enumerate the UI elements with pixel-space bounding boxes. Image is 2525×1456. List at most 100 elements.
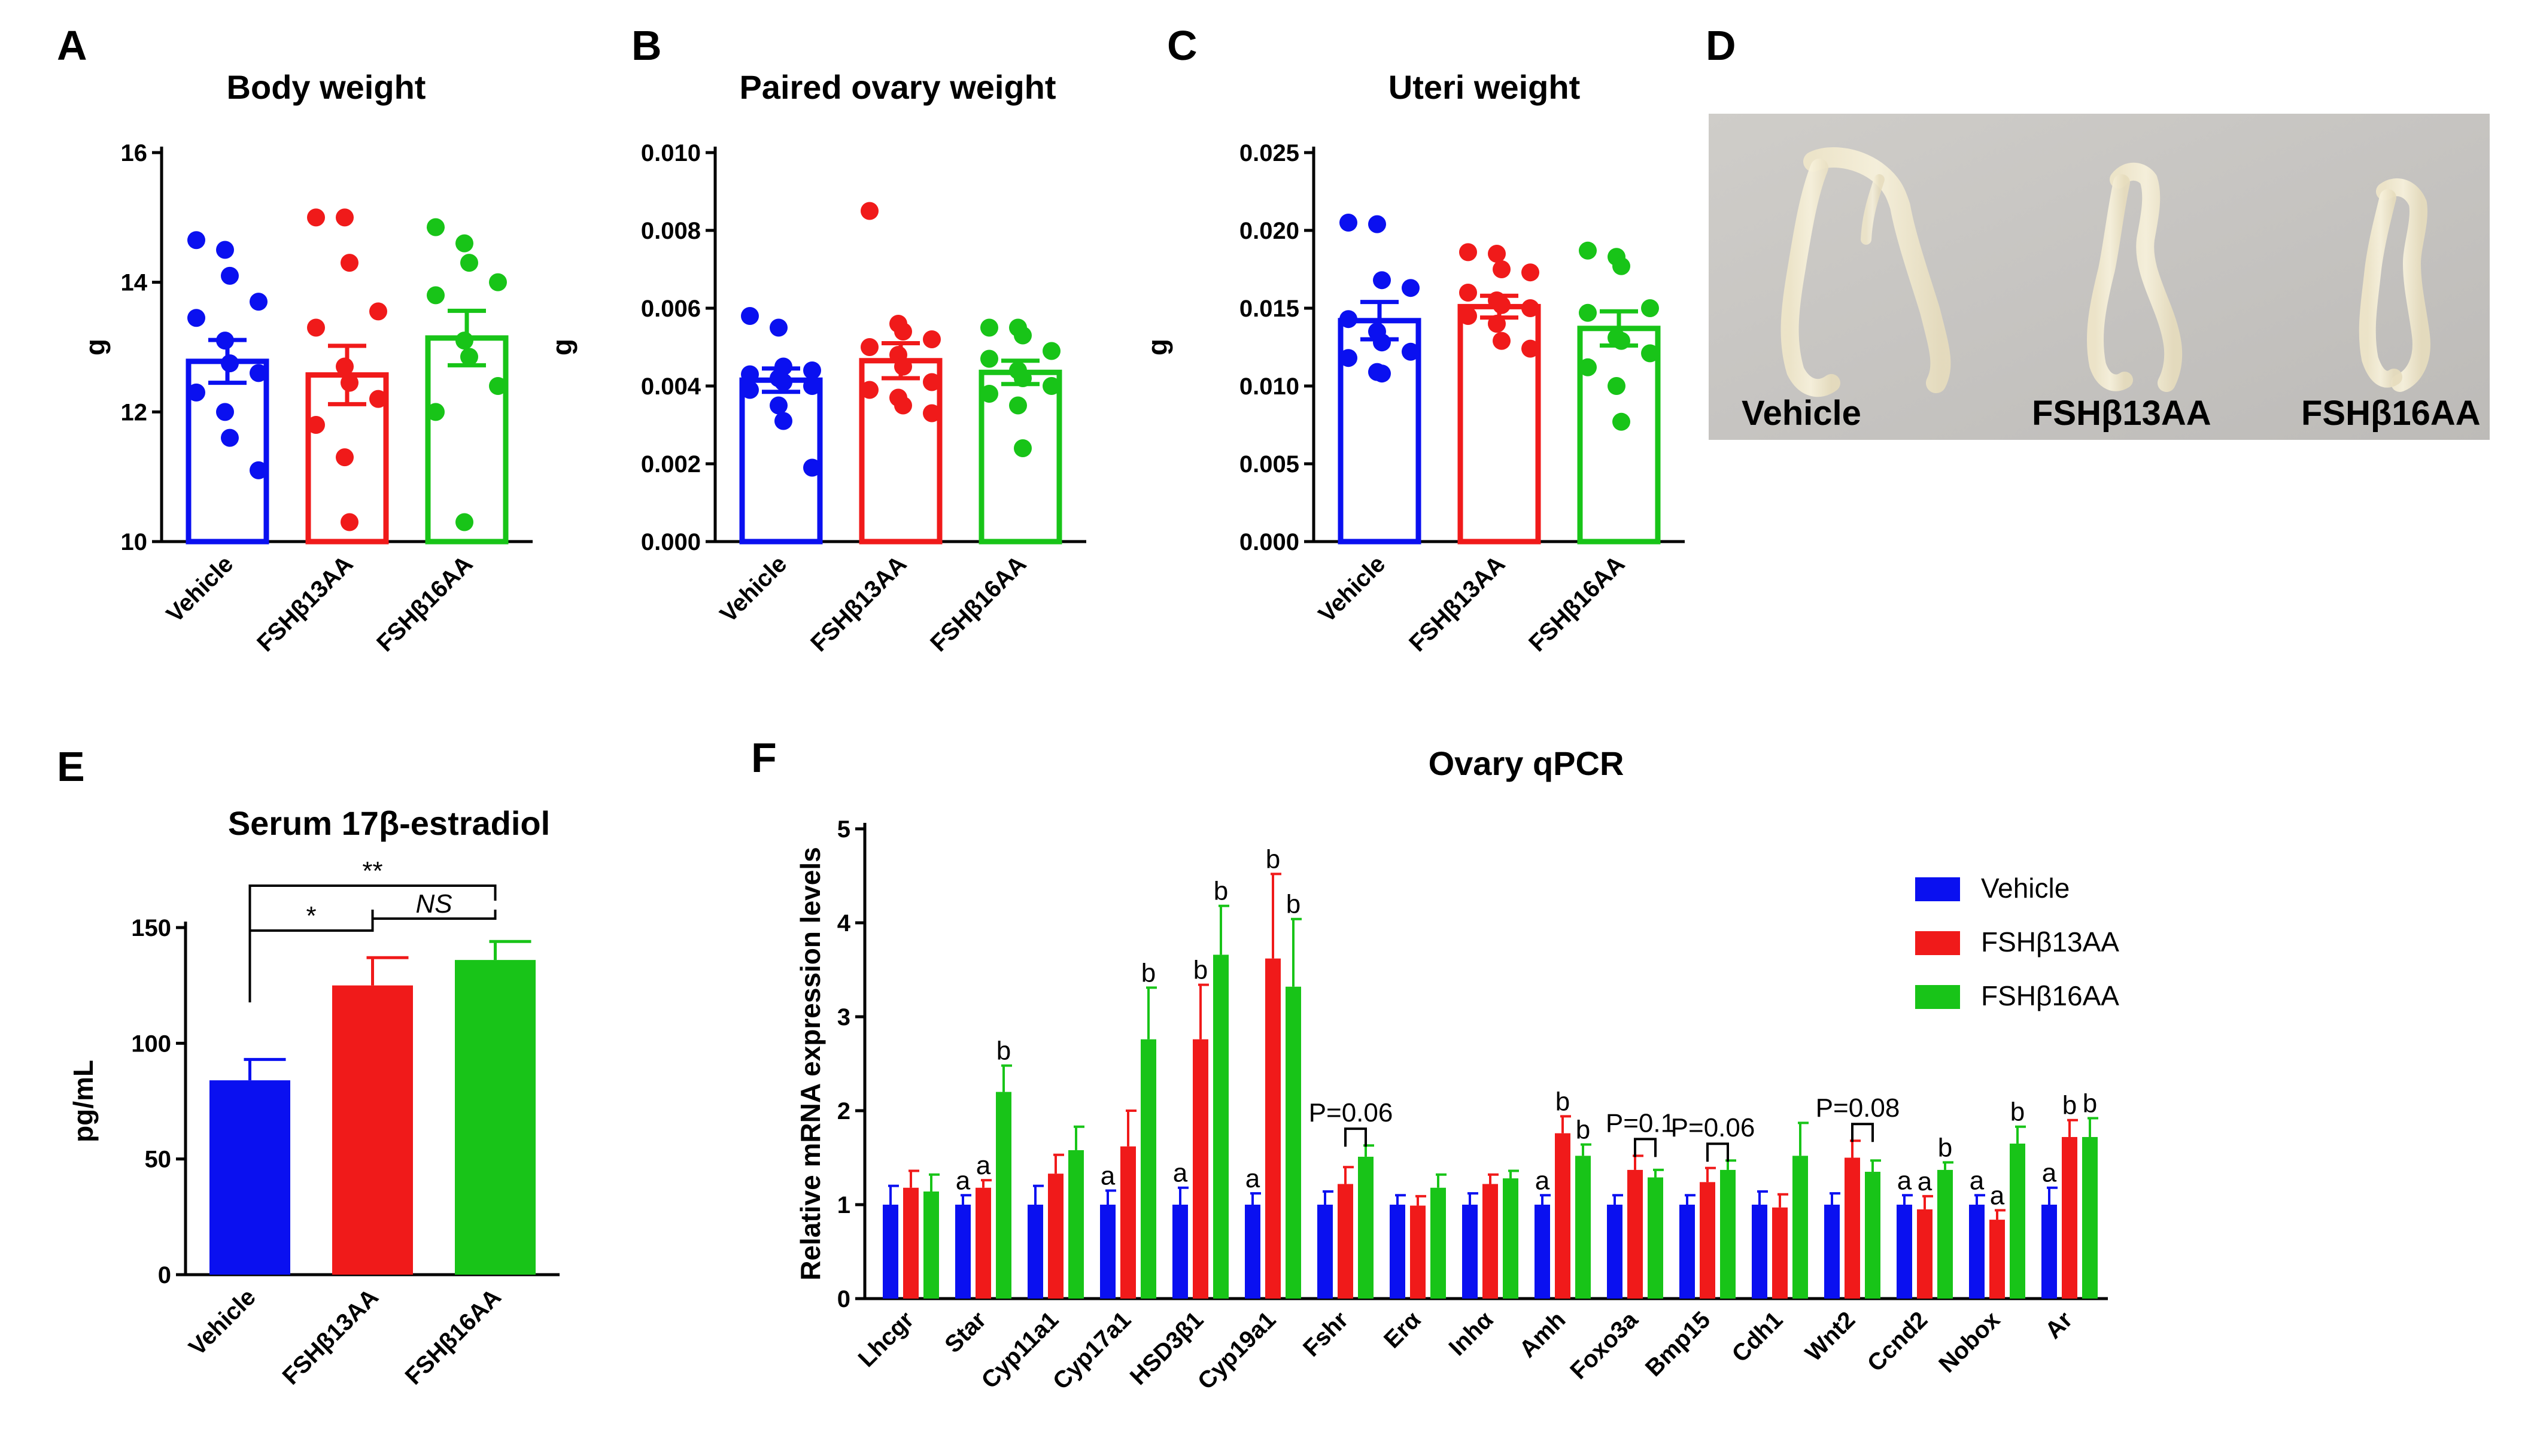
pvalue-bracket: [1634, 1138, 1657, 1157]
data-point-fsh-16aa: [1043, 377, 1061, 395]
y-tick-label: 0: [158, 1262, 171, 1288]
x-tick-label-foxo3a: Foxo3a: [1565, 1306, 1643, 1385]
data-point-fsh-16aa: [489, 273, 507, 291]
x-tick-label-cdh1: Cdh1: [1727, 1306, 1788, 1367]
data-point-fsh-16aa: [1014, 326, 1032, 345]
x-tick-label-cyp17a1: Cyp17a1: [1048, 1306, 1136, 1394]
bar-fsh-13aa-amh: [1555, 1133, 1570, 1299]
data-point-fsh-13aa: [336, 208, 354, 227]
data-point-fsh-13aa: [894, 396, 912, 415]
pvalue-label: P=0.06: [1671, 1113, 1755, 1142]
bar-fsh-13aa-hsd3-1: [1193, 1039, 1208, 1299]
bar-fsh-13aa-bmp15: [1700, 1182, 1715, 1299]
pvalue-label: P=0.08: [1816, 1093, 1900, 1123]
significance-letter: a: [1245, 1164, 1260, 1193]
y-tick-label: 16: [121, 140, 148, 166]
data-point-vehicle: [1368, 215, 1386, 233]
y-tick-label: 0.005: [1239, 451, 1299, 478]
data-point-vehicle: [216, 241, 234, 259]
y-tick-label: 0.020: [1239, 218, 1299, 244]
data-point-vehicle: [741, 381, 759, 399]
data-point-fsh-13aa: [923, 330, 941, 348]
y-tick-label: 0.006: [641, 296, 701, 322]
x-tick-label-wnt2: Wnt2: [1800, 1306, 1860, 1366]
data-point-vehicle: [1373, 364, 1391, 383]
bar-fsh-16aa-cyp19a1: [1286, 986, 1301, 1299]
data-point-vehicle: [803, 361, 821, 379]
bar-vehicle: [209, 1080, 290, 1275]
pvalue-label: P=0.1: [1606, 1108, 1675, 1138]
data-point-fsh-16aa: [1612, 257, 1630, 275]
data-point-vehicle: [741, 365, 759, 384]
significance-letter: b: [1266, 844, 1280, 874]
significance-letter: a: [1990, 1181, 2005, 1210]
data-point-fsh-16aa: [1043, 342, 1061, 360]
bar-fsh-16aa-hsd3-1: [1213, 955, 1229, 1299]
y-tick-label: 0.008: [641, 218, 701, 244]
bar-vehicle-lhcgr: [883, 1205, 898, 1299]
x-tick-label-fsh-16aa: FSHβ16AA: [372, 551, 478, 656]
panel-letter-b: B: [631, 22, 662, 69]
bar-fsh-16aa-inh: [1503, 1178, 1518, 1299]
data-point-fsh-16aa: [980, 349, 998, 368]
data-point-fsh-13aa: [341, 513, 358, 531]
pvalue-label: P=0.06: [1309, 1098, 1393, 1127]
y-tick-label: 100: [131, 1031, 171, 1057]
chart-title: Body weight: [227, 68, 426, 106]
bar-vehicle-er: [1390, 1205, 1405, 1299]
panel-letter-c: C: [1167, 22, 1198, 69]
x-tick-label-fsh-13aa: FSHβ13AA: [1404, 551, 1510, 656]
x-tick-label-fshr: Fshr: [1298, 1306, 1353, 1361]
x-tick-label-fsh-13aa: FSHβ13AA: [252, 551, 358, 656]
bar-fsh-13aa-cyp11a1: [1048, 1174, 1064, 1299]
significance-letter: a: [1897, 1166, 1912, 1195]
bar-fsh-13aa-star: [976, 1187, 991, 1299]
significance-letter: b: [1214, 877, 1228, 906]
y-tick-label: 0.000: [641, 529, 701, 555]
chart-ovary-qpcr: Ovary qPCR 0 1 2 3 4 5 Relative mRNA expression…: [795, 744, 2119, 1395]
x-tick-label-ar: Ar: [2040, 1306, 2078, 1344]
panel-letter-f: F: [751, 734, 777, 781]
data-point-fsh-13aa: [861, 202, 879, 220]
y-axis-label: Relative mRNA expression levels: [795, 847, 826, 1280]
data-point-fsh-16aa: [427, 218, 445, 236]
data-point-vehicle: [1373, 333, 1391, 352]
data-point-fsh-13aa: [307, 416, 325, 434]
pvalue-bracket: [1344, 1127, 1367, 1147]
data-point-vehicle: [774, 412, 792, 430]
y-tick-label: 0.025: [1239, 140, 1299, 166]
x-tick-label-star: Star: [940, 1306, 991, 1358]
significance-letter: b: [2062, 1091, 2077, 1120]
bar-fsh-16aa-amh: [1575, 1156, 1591, 1299]
data-point-fsh-13aa: [307, 208, 325, 227]
legend-swatch-fsh-16aa: [1915, 985, 1960, 1009]
bar-vehicle-ccnd2: [1897, 1205, 1912, 1299]
data-point-fsh-13aa: [1493, 332, 1511, 350]
data-point-vehicle: [770, 396, 788, 415]
y-tick-label: 14: [121, 270, 148, 296]
bar-vehicle-amh: [1535, 1205, 1550, 1299]
chart-title: Paired ovary weight: [739, 68, 1056, 106]
data-point-vehicle: [187, 309, 205, 327]
bar-vehicle-ar: [2041, 1205, 2057, 1299]
data-point-fsh-16aa: [1612, 412, 1630, 431]
bar-fsh-16aa-bmp15: [1720, 1169, 1736, 1299]
significance-letter: a: [2042, 1159, 2057, 1188]
panel-letter-a: A: [57, 22, 87, 69]
significance-label: **: [362, 856, 382, 886]
chart-uteri-weight: Uteri weight 0.000 0.005 0.010 0.015 0.020 0.0…: [1142, 68, 1685, 657]
data-point-fsh-13aa: [1493, 260, 1511, 278]
data-point-fsh-16aa: [1641, 299, 1659, 317]
bar-fsh-13aa: [332, 985, 413, 1275]
y-tick-label: 150: [131, 915, 171, 941]
uteri-photo: Vehicle FSHβ13AA FSHβ16AA: [1709, 114, 2490, 440]
bar-fsh-16aa-fshr: [1358, 1156, 1374, 1299]
data-point-fsh-16aa: [455, 234, 473, 253]
bar-fsh-16aa-star: [996, 1092, 1011, 1299]
uterus-image-vehicle: [1780, 147, 1951, 397]
chart-title: Serum 17β-estradiol: [228, 804, 550, 842]
data-point-fsh-13aa: [1521, 263, 1539, 282]
data-point-fsh-16aa: [980, 385, 998, 403]
data-point-fsh-13aa: [1488, 315, 1506, 333]
